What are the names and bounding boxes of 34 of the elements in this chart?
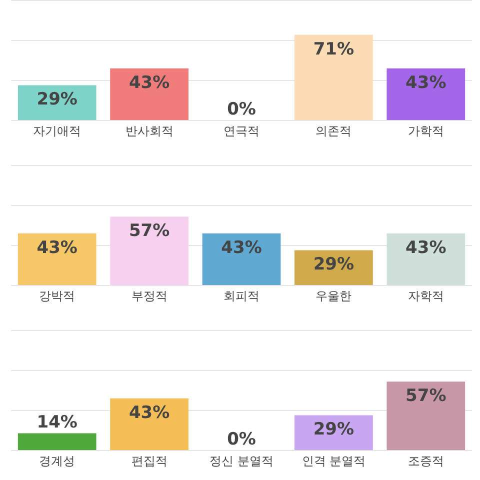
data-label: 29%: [313, 420, 354, 440]
bar: [386, 382, 466, 450]
x-tick-label: 연극적: [224, 124, 260, 138]
data-label: 43%: [36, 238, 78, 258]
x-tick-label: 경계성: [39, 454, 76, 468]
data-label: 57%: [406, 386, 446, 406]
data-label: 43%: [128, 402, 170, 423]
data-label: 29%: [313, 254, 354, 275]
data-label: 43%: [406, 238, 446, 258]
x-tick-label: 의존적: [316, 124, 352, 138]
x-tick-label: 편집적: [131, 454, 168, 468]
data-label: 43%: [128, 72, 170, 93]
data-label: 57%: [128, 221, 170, 242]
x-tick-label: 인격 분열적: [302, 454, 366, 468]
x-tick-label: 회피적: [224, 289, 260, 303]
data-label: 29%: [36, 90, 78, 110]
bar: [294, 415, 373, 450]
data-label: 14%: [36, 412, 78, 433]
x-tick-label: 반사회적: [125, 124, 174, 138]
bar: [18, 433, 96, 450]
x-tick-label: 가학적: [408, 124, 444, 138]
data-label: 71%: [313, 39, 354, 60]
x-tick-label: 자학적: [408, 289, 444, 303]
data-label: 0%: [227, 100, 256, 120]
data-label: 43%: [221, 238, 262, 258]
bar: [110, 398, 188, 450]
x-tick-label: 조증적: [408, 454, 444, 468]
x-tick-label: 부정적: [131, 289, 168, 303]
data-label: 0%: [227, 430, 256, 450]
x-tick-label: 우울한: [316, 289, 352, 303]
x-tick-label: 강박적: [39, 289, 76, 303]
x-tick-label: 정신 분열적: [210, 454, 274, 468]
data-label: 43%: [406, 72, 446, 93]
x-tick-label: 자기애적: [33, 124, 82, 138]
